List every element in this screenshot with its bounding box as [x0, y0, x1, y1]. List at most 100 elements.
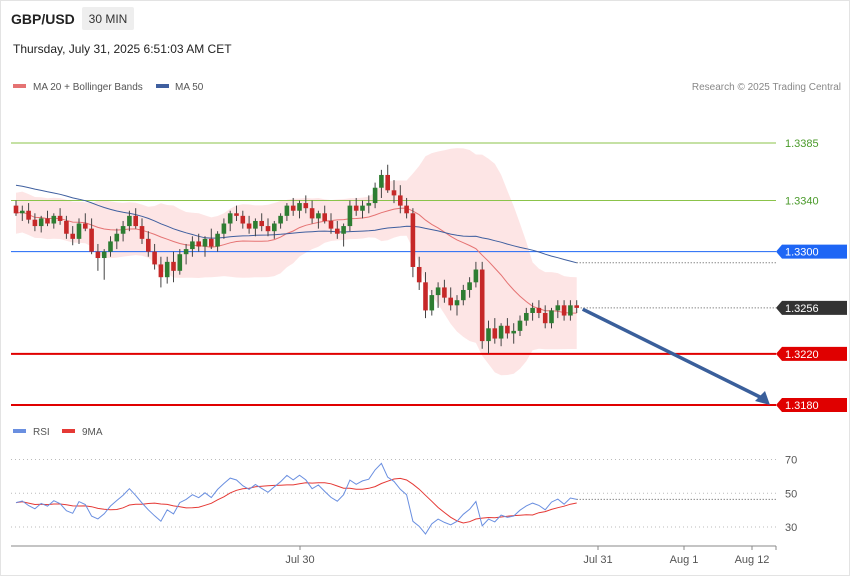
- candle: [76, 218, 82, 244]
- candle-body: [530, 307, 535, 313]
- candle: [316, 210, 321, 229]
- candle-body: [429, 295, 435, 311]
- candle-body: [461, 289, 466, 301]
- candle-body: [316, 213, 321, 219]
- candle: [542, 305, 548, 329]
- last-price-tag: [776, 300, 847, 315]
- candle: [461, 284, 466, 306]
- candle: [57, 208, 63, 225]
- candle-body: [202, 238, 208, 247]
- candle: [290, 197, 296, 216]
- candle-body: [511, 330, 516, 334]
- x-tick-label: Jul 30: [285, 554, 314, 566]
- candlesticks: [13, 164, 579, 354]
- candle: [360, 200, 365, 219]
- candle: [190, 236, 195, 257]
- candle: [391, 180, 397, 204]
- rsi-tick-label: 50: [785, 488, 797, 500]
- candle-body: [574, 305, 579, 308]
- candle-body: [127, 215, 132, 227]
- candle: [127, 210, 132, 232]
- moving-averages: [15, 184, 776, 314]
- candle: [215, 231, 220, 252]
- datetime-label: Thursday, July 31, 2025 6:51:03 AM CET: [13, 42, 232, 56]
- candle-body: [404, 205, 409, 214]
- candle-body: [568, 305, 573, 316]
- candle-body: [486, 328, 491, 342]
- candle: [108, 236, 113, 257]
- candle: [183, 243, 189, 265]
- candle: [416, 256, 422, 290]
- candle-body: [108, 241, 113, 252]
- candle: [89, 218, 94, 255]
- candle: [152, 243, 157, 270]
- level-lines: [11, 142, 776, 406]
- candle-body: [366, 203, 372, 206]
- support-tag: [776, 346, 847, 361]
- candle-body: [83, 223, 88, 229]
- candle: [435, 282, 441, 308]
- x-tick-label: Aug 12: [735, 554, 770, 566]
- candle-body: [32, 219, 38, 227]
- candle-body: [120, 226, 126, 234]
- candle: [353, 197, 359, 216]
- candle-body: [410, 213, 416, 267]
- candle: [101, 249, 107, 280]
- timeframe-badge[interactable]: [82, 7, 134, 30]
- candle-body: [45, 218, 50, 224]
- candle-body: [385, 174, 390, 191]
- x-axis-labels: Jul 30 Jul 31 Aug 1 Aug 12: [285, 546, 777, 566]
- candle: [568, 300, 573, 321]
- candle-body: [152, 251, 157, 265]
- candle-body: [64, 220, 69, 234]
- rsi-legend-swatch: [13, 429, 26, 433]
- candle-body: [473, 269, 479, 283]
- candle: [20, 205, 25, 221]
- candle-body: [555, 305, 561, 311]
- candle: [341, 223, 346, 247]
- candle: [479, 261, 485, 349]
- candle-body: [360, 205, 365, 211]
- level-labels: 1.3385 1.3340 1.3300 1.3256 1.3220 1.3180: [776, 138, 847, 412]
- candle: [379, 169, 384, 198]
- resistance-label: 1.3385: [785, 138, 819, 150]
- candle-body: [416, 266, 422, 283]
- candle: [574, 300, 579, 313]
- candle-body: [372, 187, 378, 204]
- candle-body: [164, 261, 170, 278]
- credit-label: Research © 2025 Trading Central: [692, 82, 841, 93]
- candle: [335, 220, 340, 239]
- candle-body: [536, 307, 542, 313]
- candle: [51, 213, 57, 229]
- candle: [549, 307, 554, 329]
- candle-body: [328, 220, 334, 229]
- ma20-legend-label: MA 20 + Bollinger Bands: [33, 82, 143, 93]
- rsi-tick-label: 30: [785, 522, 797, 534]
- candle-body: [398, 195, 403, 206]
- candle-body: [146, 238, 151, 252]
- rsi-ma-legend-label: 9MA: [82, 427, 103, 438]
- rsi-tick-label: 70: [785, 455, 797, 467]
- x-tick-label: Jul 31: [583, 554, 612, 566]
- forecast-arrow-shaft: [581, 307, 765, 401]
- candle-body: [38, 218, 44, 227]
- candle-body: [353, 205, 359, 211]
- candle-body: [101, 251, 107, 259]
- candle: [505, 318, 510, 339]
- candle-body: [379, 174, 384, 188]
- candle-body: [498, 325, 504, 339]
- candle: [410, 208, 416, 278]
- candle: [517, 315, 523, 336]
- candle-body: [454, 300, 460, 306]
- candle: [64, 215, 69, 239]
- candle-body: [171, 261, 176, 271]
- candle: [498, 323, 504, 347]
- resistance-label: 1.3340: [785, 196, 819, 208]
- candle-body: [259, 220, 264, 227]
- candle-body: [322, 213, 327, 221]
- candle-body: [479, 269, 485, 342]
- candle-body: [76, 223, 82, 239]
- candle: [209, 228, 214, 250]
- candle: [372, 182, 378, 209]
